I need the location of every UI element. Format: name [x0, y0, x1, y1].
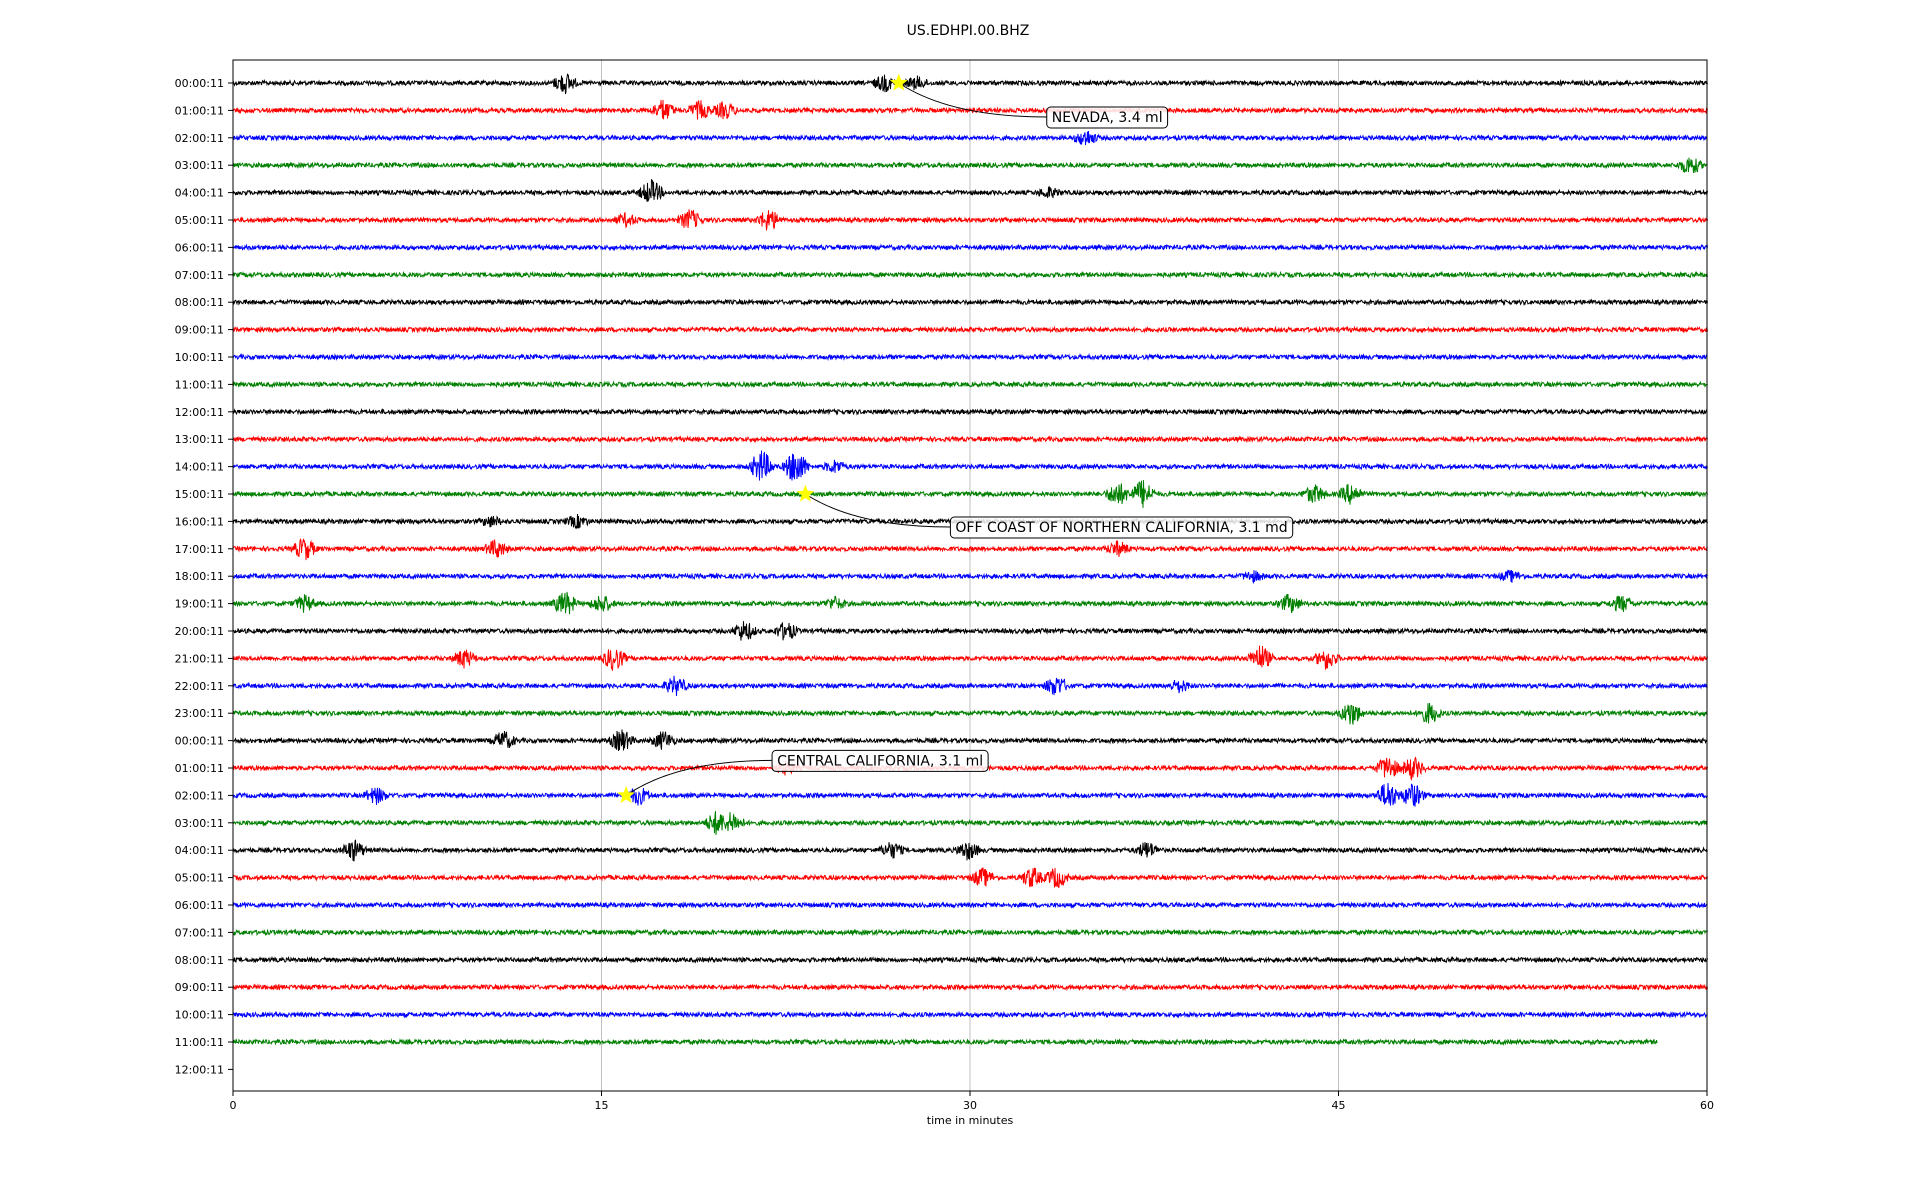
trace-line: [232, 450, 1708, 481]
x-tick-label: 0: [230, 1099, 237, 1112]
trace-line: [232, 157, 1708, 173]
x-tick-label: 15: [595, 1099, 609, 1112]
trace-line: [232, 352, 1708, 362]
row-time-label: 06:00:11: [175, 899, 224, 912]
row-time-label: 16:00:11: [175, 515, 224, 528]
event-label-box: [771, 749, 989, 772]
trace-line: [232, 270, 1708, 279]
trace-line: [232, 325, 1708, 334]
row-time-label: 02:00:11: [175, 789, 224, 802]
trace-line: [232, 621, 1708, 641]
row-time-label: 01:00:11: [175, 104, 224, 117]
trace-line: [232, 591, 1708, 615]
event-label-box: [949, 516, 1294, 539]
trace-layer: [232, 73, 1708, 1047]
row-time-label: 08:00:11: [175, 296, 224, 309]
row-time-label: 10:00:11: [175, 1009, 224, 1022]
event-callout: NEVADA, 3.4 ml: [1046, 106, 1169, 129]
event-label-box: [1046, 106, 1169, 129]
row-time-label: 07:00:11: [175, 269, 224, 282]
trace-line: [232, 702, 1708, 725]
row-time-label: 08:00:11: [175, 954, 224, 967]
row-time-label: 05:00:11: [175, 872, 224, 885]
event-star-marker: [617, 786, 636, 804]
trace-line: [232, 1037, 1658, 1047]
row-time-label: 07:00:11: [175, 926, 224, 939]
trace-line: [232, 380, 1708, 389]
x-tick-label: 60: [1700, 1099, 1714, 1112]
trace-line: [232, 645, 1708, 671]
row-time-label: 11:00:11: [175, 1036, 224, 1049]
event-connector: [805, 493, 951, 528]
row-time-label: 09:00:11: [175, 981, 224, 994]
trace-line: [232, 782, 1708, 807]
trace-line: [232, 675, 1708, 697]
trace-line: [232, 900, 1708, 910]
trace-line: [232, 839, 1708, 862]
row-time-label: 11:00:11: [175, 378, 224, 391]
row-time-label: 03:00:11: [175, 159, 224, 172]
row-time-label: 23:00:11: [175, 707, 224, 720]
row-time-label: 18:00:11: [175, 570, 224, 583]
chart-title: US.EDHPI.00.BHZ: [907, 23, 1030, 39]
row-time-label: 12:00:11: [175, 1063, 224, 1076]
trace-line: [232, 538, 1708, 561]
row-time-label: 02:00:11: [175, 132, 224, 145]
x-tick-label: 45: [1332, 1099, 1346, 1112]
trace-line: [232, 130, 1708, 146]
trace-line: [232, 867, 1708, 888]
event-label: NEVADA, 3.4 ml: [1052, 110, 1163, 126]
row-label-layer: 00:00:11 01:00:11 02:00:11 03:00:11 04:00:11…: [175, 77, 233, 1076]
row-time-label: 22:00:11: [175, 680, 224, 693]
row-time-label: 21:00:11: [175, 652, 224, 665]
row-time-label: 12:00:11: [175, 406, 224, 419]
event-connector: [898, 82, 1047, 118]
trace-line: [232, 569, 1708, 585]
row-time-label: 17:00:11: [175, 543, 224, 556]
trace-line: [232, 955, 1708, 964]
trace-line: [232, 209, 1708, 231]
row-time-label: 00:00:11: [175, 77, 224, 90]
row-time-label: 13:00:11: [175, 433, 224, 446]
event-callout: CENTRAL CALIFORNIA, 3.1 ml: [771, 749, 989, 772]
row-time-label: 14:00:11: [175, 461, 224, 474]
x-tick-label: 30: [963, 1099, 977, 1112]
trace-line: [232, 729, 1708, 752]
event-layer: NEVADA, 3.4 ml OFF COAST OF NORTHERN CALI…: [617, 73, 1294, 804]
x-tick-layer: 0 15 30 45 60: [230, 1091, 1714, 1112]
trace-line: [232, 298, 1708, 307]
trace-line: [232, 73, 1708, 95]
row-time-label: 04:00:11: [175, 844, 224, 857]
row-time-label: 06:00:11: [175, 241, 224, 254]
event-connector: [625, 759, 773, 796]
trace-line: [232, 811, 1708, 835]
row-time-label: 01:00:11: [175, 762, 224, 775]
trace-line: [233, 99, 1708, 120]
event-label: OFF COAST OF NORTHERN CALIFORNIA, 3.1 md: [955, 520, 1287, 536]
event-star-marker: [796, 484, 815, 502]
row-time-label: 04:00:11: [175, 187, 224, 200]
x-axis-label: time in minutes: [927, 1114, 1014, 1127]
row-time-label: 05:00:11: [175, 214, 224, 227]
row-time-label: 09:00:11: [175, 324, 224, 337]
trace-line: [232, 983, 1708, 992]
row-time-label: 10:00:11: [175, 351, 224, 364]
event-callout: OFF COAST OF NORTHERN CALIFORNIA, 3.1 md: [949, 516, 1294, 539]
event-label: CENTRAL CALIFORNIA, 3.1 ml: [777, 753, 983, 769]
trace-line: [232, 480, 1708, 508]
row-time-label: 00:00:11: [175, 735, 224, 748]
row-time-label: 20:00:11: [175, 625, 224, 638]
row-time-label: 03:00:11: [175, 817, 224, 830]
trace-line: [232, 178, 1708, 202]
trace-line: [232, 928, 1708, 937]
row-time-label: 19:00:11: [175, 598, 224, 611]
trace-line: [232, 435, 1708, 444]
row-time-label: 15:00:11: [175, 488, 224, 501]
trace-line: [232, 243, 1708, 252]
trace-line: [232, 407, 1708, 416]
event-star-marker: [889, 73, 908, 91]
trace-line: [232, 1010, 1708, 1019]
